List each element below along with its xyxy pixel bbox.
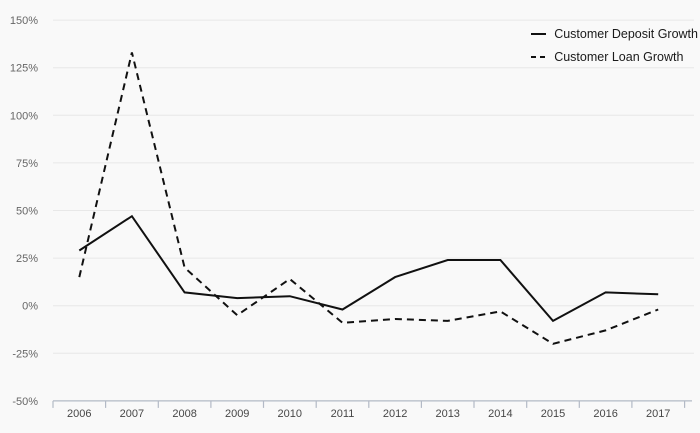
legend-label-loan-growth: Customer Loan Growth <box>554 50 684 64</box>
x-tick-label: 2007 <box>120 408 144 420</box>
y-tick-label: -25% <box>12 348 38 360</box>
y-axis-labels: 150% 125% 100% 75% 50% 25% 0% -25% -50% <box>10 15 38 408</box>
y-tick-label: 100% <box>10 110 38 122</box>
legend-label-deposit-growth: Customer Deposit Growth <box>554 27 698 41</box>
y-tick-label: 150% <box>10 15 38 27</box>
x-tick-label: 2009 <box>225 408 249 420</box>
x-tick-label: 2010 <box>278 408 302 420</box>
solid-line-sample-icon <box>531 32 547 36</box>
x-tick-label: 2011 <box>331 408 355 420</box>
x-tick-label: 2006 <box>67 408 91 420</box>
x-tick-label: 2008 <box>172 408 196 420</box>
x-tick-label: 2014 <box>488 408 512 420</box>
deposit-growth-line <box>78 214 659 323</box>
legend-item-loan-growth: Customer Loan Growth <box>531 49 698 65</box>
loan-growth-line <box>78 52 659 345</box>
legend-item-deposit-growth: Customer Deposit Growth <box>531 26 698 42</box>
y-tick-label: 0% <box>22 301 38 313</box>
y-tick-label: 75% <box>16 158 38 170</box>
x-tick-label: 2015 <box>541 408 565 420</box>
x-tick-label: 2016 <box>593 408 617 420</box>
y-tick-label: 25% <box>16 253 38 265</box>
dashed-line-sample-icon <box>531 55 547 59</box>
legend: Customer Deposit Growth Customer Loan Gr… <box>531 26 698 65</box>
x-axis <box>52 400 692 408</box>
y-tick-label: 50% <box>16 206 38 218</box>
x-tick-label: 2012 <box>383 408 407 420</box>
y-tick-label: 125% <box>10 63 38 75</box>
x-axis-labels: 2006 2007 2008 2009 2010 2011 2012 2013 2014 2015… <box>67 408 670 420</box>
gridlines <box>53 19 694 354</box>
x-tick-label: 2013 <box>435 408 459 420</box>
y-tick-label: -50% <box>12 396 38 408</box>
x-tick-label: 2017 <box>646 408 670 420</box>
